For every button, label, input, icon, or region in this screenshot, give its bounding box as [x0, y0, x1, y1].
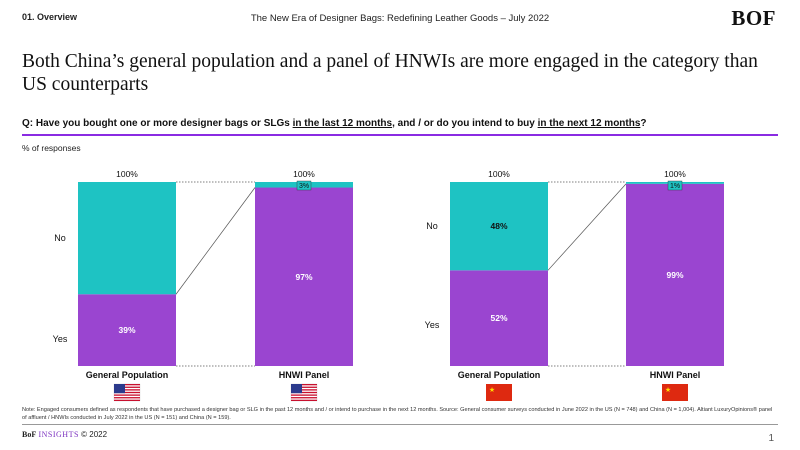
china-flag-icon — [486, 384, 512, 401]
question-divider — [22, 134, 778, 136]
china-flag-star: ★ — [665, 386, 671, 394]
us-flag-stripe — [114, 391, 140, 394]
us-flag-stripe — [291, 397, 317, 399]
us-flag-stripe — [114, 394, 140, 396]
footnote: Note: Engaged consumers defined as respo… — [22, 407, 773, 421]
bar-yes-value-label: 39% — [118, 325, 135, 335]
category-label: General Population — [86, 370, 169, 380]
page-number: 1 — [768, 433, 774, 444]
footer-divider — [22, 424, 778, 425]
category-label: HNWI Panel — [279, 370, 330, 380]
us-flag-canton — [114, 384, 125, 394]
bar-yes-china-1 — [626, 183, 724, 366]
footer: BoF INSIGHTS © 2022 — [22, 430, 107, 439]
bar-no-value-label: 48% — [490, 221, 507, 231]
us-flag-stripe — [291, 384, 317, 386]
responses-label: % of responses — [22, 143, 81, 153]
category-label: General Population — [458, 370, 541, 380]
us-flag-stripe — [291, 399, 317, 401]
axis-label-no: No — [426, 221, 438, 231]
us-flag-stripe — [114, 397, 140, 399]
us-flag-stripe — [114, 399, 140, 401]
footer-brand: BoF — [22, 430, 37, 439]
us-flag-stripe — [114, 386, 140, 388]
axis-label-yes: Yes — [53, 334, 68, 344]
bar-total-label: 100% — [293, 169, 315, 179]
us-flag-stripe — [291, 394, 317, 396]
us-flag-canton — [291, 384, 302, 394]
bar-yes-value-label: 99% — [666, 270, 683, 280]
footer-insights: INSIGHTS — [38, 430, 79, 439]
axis-label-no: No — [54, 233, 66, 243]
axis-label-yes: Yes — [425, 320, 440, 330]
bar-no-china-0 — [450, 182, 548, 271]
china-flag-star: ★ — [489, 386, 495, 394]
connector-line-mid — [547, 183, 627, 271]
us-flag-stripe — [114, 389, 140, 391]
question-middle: , and / or do you intend to buy — [392, 118, 538, 129]
section-label: 01. Overview — [22, 12, 78, 22]
us-flag-stripe — [291, 389, 317, 391]
bar-yes-china-0 — [450, 270, 548, 366]
bof-logo: BOF — [731, 6, 776, 30]
footer-copyright: © 2022 — [81, 430, 108, 439]
us-flag-stripe — [291, 391, 317, 394]
connector-line-mid — [175, 187, 256, 295]
bar-no-us-0 — [78, 182, 176, 295]
category-label: HNWI Panel — [650, 370, 701, 380]
china-flag-icon — [662, 384, 688, 401]
document-title: The New Era of Designer Bags: Redefining… — [250, 13, 550, 24]
survey-question: Q: Have you bought one or more designer … — [22, 118, 647, 129]
bar-total-label: 100% — [116, 169, 138, 179]
bar-yes-value-label: 97% — [295, 272, 312, 282]
us-flag-stripe — [291, 386, 317, 388]
bar-yes-us-1 — [255, 187, 353, 366]
bar-no-value-label: 1% — [670, 183, 680, 190]
us-flag-stripe — [114, 384, 140, 386]
bar-no-value-label: 3% — [299, 183, 309, 190]
bar-yes-us-0 — [78, 294, 176, 366]
bar-no-callout-box — [667, 180, 683, 191]
question-prefix: Q: Have you bought one or more designer … — [22, 118, 293, 129]
bar-total-label: 100% — [488, 169, 510, 179]
question-link-next-12-months: in the next 12 months — [537, 118, 641, 129]
bar-no-callout-box — [296, 180, 312, 191]
bar-total-label: 100% — [664, 169, 686, 179]
question-suffix: ? — [640, 118, 647, 129]
question-link-last-12-months: in the last 12 months — [292, 118, 393, 129]
page-headline: Both China’s general population and a pa… — [22, 51, 758, 95]
bar-yes-value-label: 52% — [490, 313, 507, 323]
